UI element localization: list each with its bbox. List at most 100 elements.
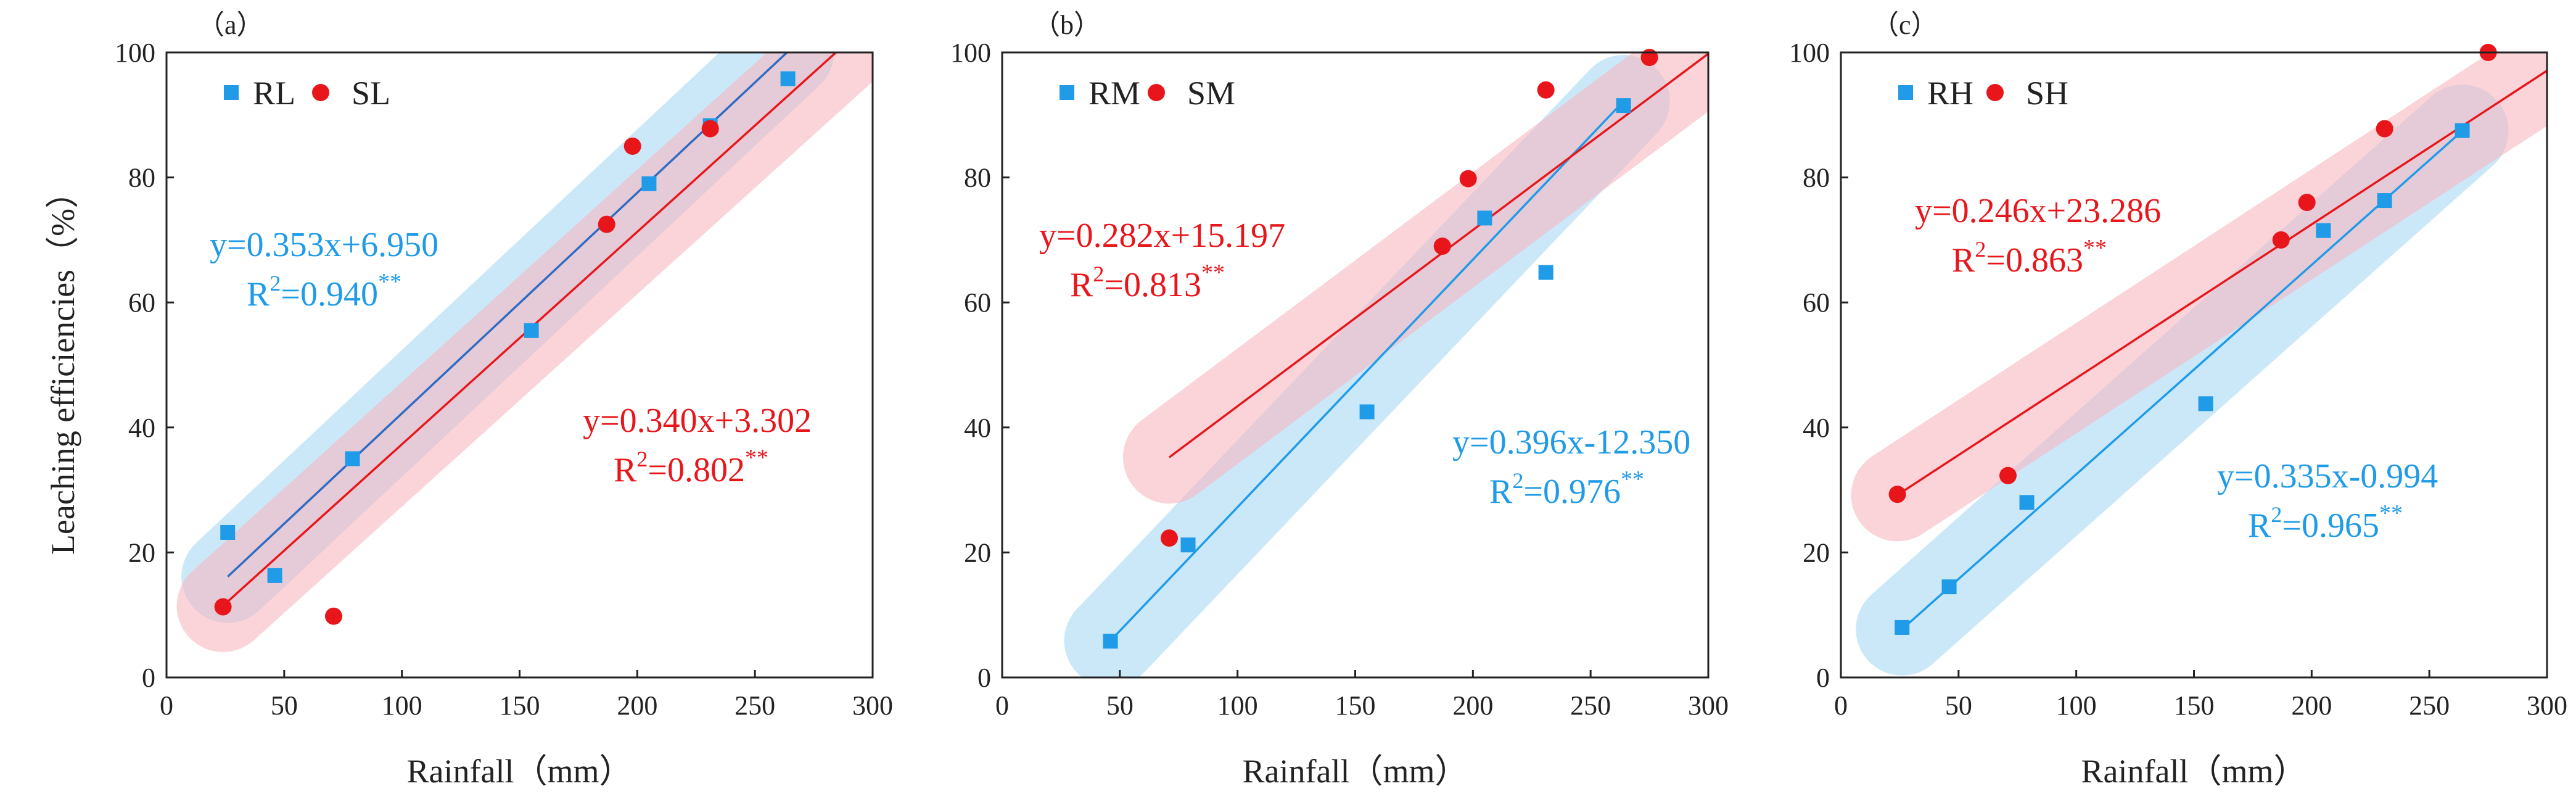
y-tick-label: 0 [1816,663,1830,693]
panel-label: （b） [1033,10,1101,40]
equation-rm: y=0.396x-12.350 [1452,423,1690,462]
legend-marker-rm [1060,85,1074,100]
point-rm-4 [1538,265,1553,280]
point-rh-4 [2316,223,2331,238]
point-rm-0 [1103,634,1118,649]
r2-superscript: 2 [1093,262,1104,286]
y-tick-label: 60 [1803,288,1830,318]
x-tick-label: 300 [2527,690,2567,721]
fit-line-sl [222,52,838,607]
y-axis-title: Leaching efficiencies（%） [44,175,81,555]
y-tick-label: 20 [128,537,155,568]
point-sm-4 [1640,49,1658,67]
point-sl-1 [324,607,342,625]
r2-sl: R2=0.802** [614,445,768,489]
legend-marker-rh [1898,85,1913,100]
y-tick-label: 0 [977,663,991,693]
legend-label-sm: SM [1187,75,1235,112]
point-rh-1 [1941,579,1957,595]
r2-value: =0.940 [281,275,378,313]
point-sh-1 [1999,466,2017,484]
x-tick-label: 300 [1688,690,1729,721]
x-tick-label: 100 [2056,690,2097,721]
y-tick-label: 100 [115,38,155,68]
x-axis-title: Rainfall（mm） [1243,753,1468,790]
point-rl-2 [345,451,360,466]
legend-label-sh: SH [2026,75,2068,112]
legend-marker-sh [1986,84,2004,101]
r2-rl: R2=0.940** [247,269,401,313]
point-sh-2 [2272,231,2290,249]
point-rl-1 [267,568,282,583]
equation-sl: y=0.340x+3.302 [583,402,812,440]
point-sl-0 [214,598,232,616]
equation-sm: y=0.282x+15.197 [1039,217,1285,255]
point-rh-0 [1895,619,1910,635]
r2-rh: R2=0.965** [2248,500,2403,545]
point-rh-3 [2198,396,2213,412]
r2-significance: ** [378,269,401,295]
panel-b: 0 50 100 150 200 250 300 0 20 40 60 80 100 Rainfall（m… [950,10,1729,790]
point-sm-1 [1433,238,1451,255]
y-tick-label: 100 [1789,38,1830,68]
x-tick-label: 300 [852,690,893,721]
y-tick-label: 100 [950,38,991,68]
legend-label-sl: SL [352,75,390,112]
x-tick-label: 200 [617,690,657,721]
x-tick-label: 250 [735,690,775,721]
point-rl-0 [220,524,236,540]
point-sm-2 [1459,170,1477,188]
r2-value: =0.965 [2282,507,2379,545]
legend-marker-sm [1148,84,1165,101]
x-tick-label: 200 [2291,690,2332,721]
r2-symbol: R [614,451,637,489]
legend-label-rm: RM [1088,75,1140,112]
x-axis-title: Rainfall（mm） [407,753,633,790]
r2-value: =0.813 [1104,266,1201,304]
y-tick-label: 60 [128,288,155,318]
plot-area [1851,52,2547,676]
x-tick-label: 150 [500,690,540,721]
r2-rm: R2=0.976** [1489,466,1644,511]
point-sl-2 [598,215,615,233]
point-sh-3 [2298,194,2316,212]
point-rm-3 [1477,210,1492,226]
legend-marker-rl [224,85,239,100]
y-tick-label: 20 [964,537,991,568]
r2-value: =0.863 [1986,241,2083,279]
r2-significance: ** [745,445,768,471]
equation-sh: y=0.246x+23.286 [1915,192,2161,230]
r2-symbol: R [247,275,270,313]
point-rh-6 [2455,123,2470,138]
r2-superscript: 2 [636,447,648,471]
point-sl-4 [701,120,719,138]
y-tick-label: 80 [1803,163,1830,193]
x-tick-label: 100 [1217,690,1258,721]
fit-line-rh [1901,130,2463,631]
y-tick-label: 80 [964,163,991,193]
panel-a: 0 50 100 150 200 250 300 0 20 40 60 80 100 Rainfall（m… [44,10,893,790]
r2-superscript: 2 [2271,502,2282,527]
y-tick-label: 40 [964,413,991,443]
plot-area [176,52,873,652]
y-tick-label: 80 [128,163,155,193]
point-rl-6 [780,71,796,86]
x-tick-label: 100 [382,690,422,721]
r2-symbol: R [1489,473,1513,511]
r2-sm: R2=0.813** [1070,260,1225,304]
y-tick-label: 20 [1803,537,1830,568]
r2-superscript: 2 [270,271,281,296]
x-axis-title: Rainfall（mm） [2081,753,2307,790]
point-rm-1 [1180,537,1196,553]
fit-line-rm [1109,100,1624,642]
x-tick-label: 250 [2409,690,2450,721]
r2-symbol: R [1070,266,1093,304]
fit-line-rl [227,52,789,578]
point-rh-2 [2019,495,2035,510]
fit-line-sm [1168,52,1708,458]
r2-superscript: 2 [1975,237,1986,262]
point-sl-3 [623,137,641,155]
point-rh-5 [2377,193,2392,209]
fit-line-sh [1896,70,2547,496]
plot-area [1064,52,1708,677]
